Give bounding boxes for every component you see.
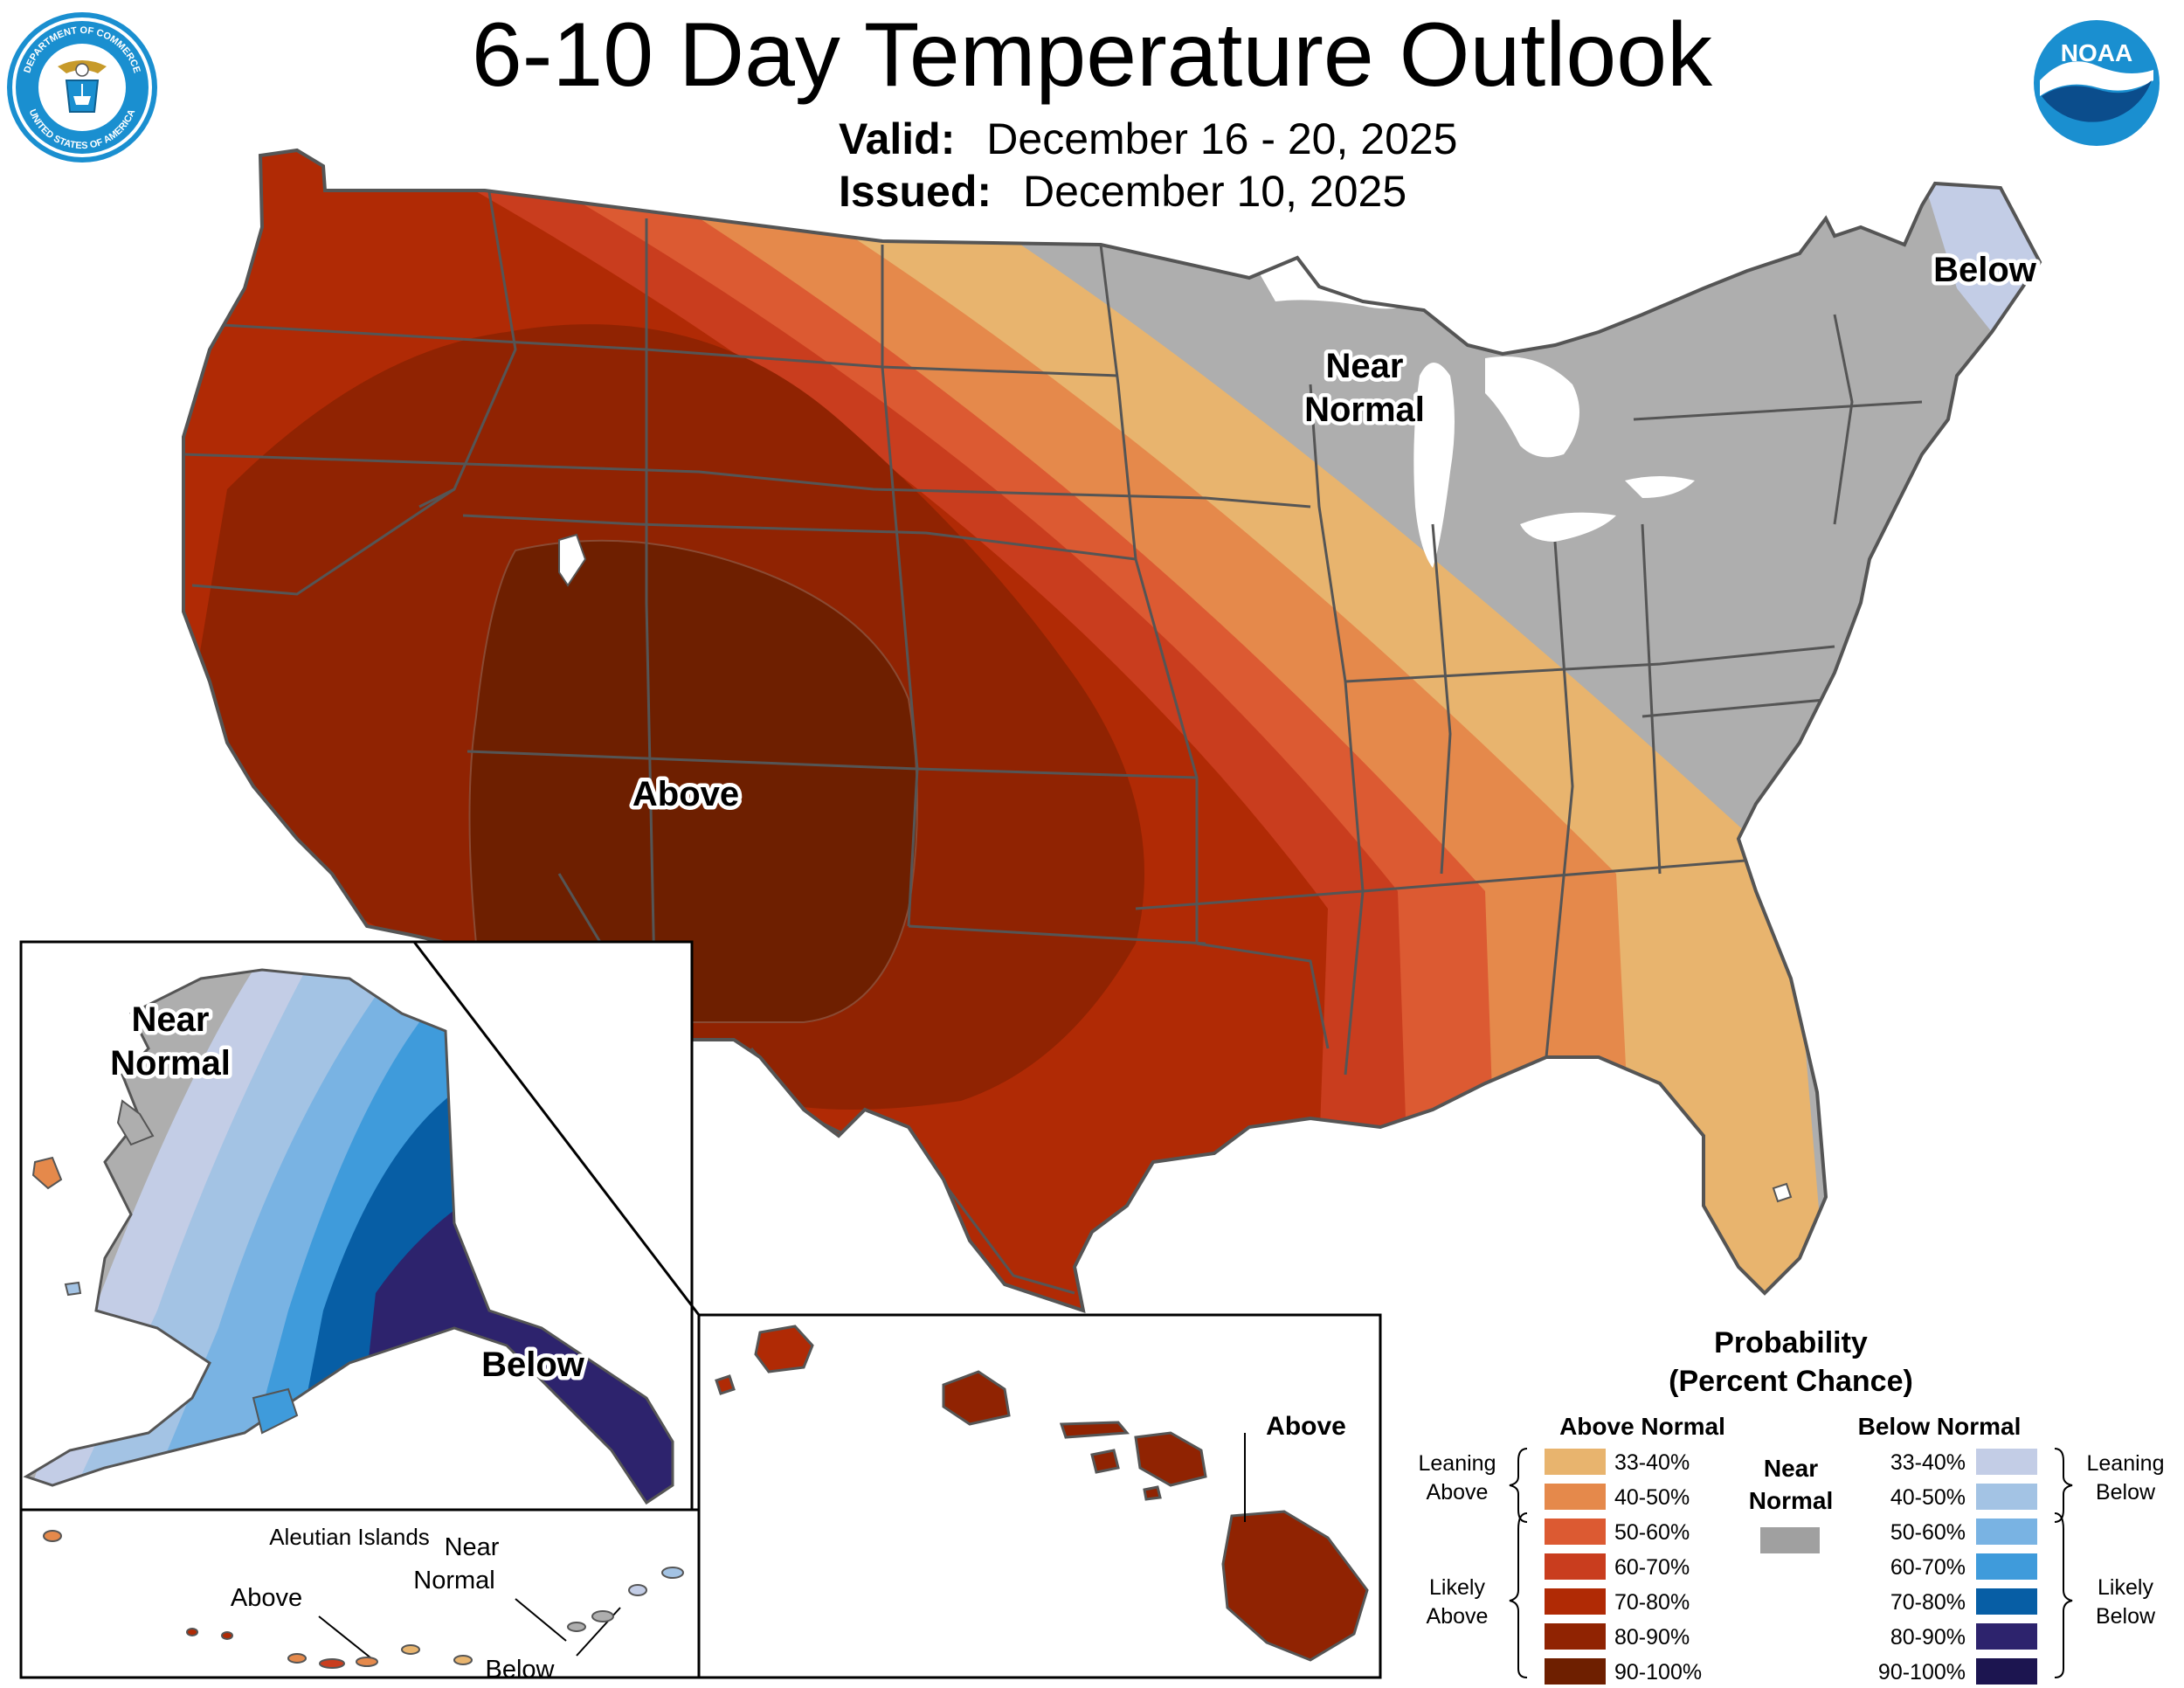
alaska-near-normal-line1: Near (132, 1000, 210, 1039)
above-swatch-6 (1545, 1658, 1606, 1685)
legend-above-swatches: 33-40% 40-50% 50-60% 60-70% 70-80% 80-90% 90-1… (1545, 1449, 1702, 1685)
above-swatch-0 (1545, 1449, 1606, 1475)
above-swatch-2 (1545, 1519, 1606, 1545)
valid-value: December 16 - 20, 2025 (986, 114, 1458, 163)
below-swatch-2 (1976, 1519, 2037, 1545)
below-range-label-4: 70-80% (1890, 1590, 1966, 1615)
aleutian-below-label: Below (486, 1656, 556, 1684)
big-island (1221, 1510, 1369, 1662)
conus-below-label: Below (1933, 251, 2037, 289)
alaska-inset: Near Normal Below (19, 940, 701, 1512)
conus-near-normal-label-line2: Normal (1304, 391, 1425, 429)
above-range-label-2: 50-60% (1614, 1520, 1690, 1545)
department-of-commerce-seal: DEPARTMENT OF COMMERCE UNITED STATES OF … (7, 12, 157, 163)
below-swatch-6 (1976, 1658, 2037, 1685)
below-range-label-1: 40-50% (1890, 1485, 1966, 1510)
hawaii-above-label: Above (1266, 1412, 1346, 1441)
legend-near-line2: Normal (1749, 1487, 1833, 1514)
conus-above-label: Above (632, 775, 739, 813)
legend: Probability (Percent Chance) Above Norma… (1419, 1326, 2165, 1685)
above-range-label-5: 80-90% (1614, 1625, 1690, 1650)
legend-near-line1: Near (1764, 1455, 1818, 1482)
below-swatch-0 (1976, 1449, 2037, 1475)
aleutian-inset: Aleutian Islands Near Normal Above Below (19, 1508, 701, 1684)
legend-below-swatches: 33-40% 40-50% 50-60% 60-70% 70-80% 80-90% 90-1… (1878, 1449, 2037, 1685)
aleutian-near-normal-line1: Near (445, 1533, 500, 1561)
above-swatch-1 (1545, 1484, 1606, 1510)
map-title: 6-10 Day Temperature Outlook (471, 4, 1713, 106)
maui-island (1134, 1431, 1207, 1487)
below-range-label-5: 80-90% (1890, 1625, 1966, 1650)
lake-huron (1485, 356, 1579, 458)
above-range-label-0: 33-40% (1614, 1450, 1690, 1475)
above-swatch-5 (1545, 1623, 1606, 1650)
valid-date-line: Valid: December 16 - 20, 2025 (839, 115, 1458, 163)
above-range-label-3: 60-70% (1614, 1555, 1690, 1580)
below-range-label-6: 90-100% (1878, 1660, 1966, 1685)
likely-above-line2: Above (1427, 1604, 1489, 1629)
noaa-text: NOAA (2061, 39, 2132, 66)
leaning-below-line2: Below (2096, 1480, 2156, 1505)
aleutian-near-normal-line2: Normal (413, 1567, 494, 1595)
legend-title-line2: (Percent Chance) (1669, 1365, 1913, 1398)
above-swatch-4 (1545, 1588, 1606, 1615)
issued-label: Issued: (839, 167, 992, 216)
leaning-above-line1: Leaning (1419, 1451, 1496, 1476)
below-swatch-5 (1976, 1623, 2037, 1650)
issued-date-line: Issued: December 10, 2025 (839, 168, 1406, 216)
hawaii-inset: Above (697, 1313, 1382, 1679)
lake-erie (1520, 512, 1616, 542)
issued-value: December 10, 2025 (1022, 167, 1407, 216)
niihau-island (715, 1374, 736, 1395)
great-salt-lake (558, 533, 587, 587)
below-range-label-0: 33-40% (1890, 1450, 1966, 1475)
lanai-island (1090, 1449, 1120, 1474)
legend-below-header: Below Normal (1858, 1413, 2022, 1440)
leaning-above-line2: Above (1427, 1480, 1489, 1505)
oahu-island (942, 1370, 1011, 1426)
legend-near-swatch (1760, 1527, 1820, 1553)
above-range-label-6: 90-100% (1614, 1660, 1702, 1685)
legend-above-header: Above Normal (1559, 1413, 1725, 1440)
conus-near-normal-label-line1: Near (1326, 347, 1404, 385)
below-swatch-3 (1976, 1553, 2037, 1580)
likely-below-line2: Below (2096, 1604, 2156, 1629)
noaa-logo: NOAA (2034, 20, 2160, 146)
lake-ontario (1625, 476, 1695, 498)
molokai-island (1059, 1421, 1130, 1439)
aleutian-islands-title: Aleutian Islands (269, 1524, 430, 1550)
above-range-label-1: 40-50% (1614, 1485, 1690, 1510)
below-range-label-3: 60-70% (1890, 1555, 1966, 1580)
below-swatch-4 (1976, 1588, 2037, 1615)
below-swatch-1 (1976, 1484, 2037, 1510)
lake-michigan (1413, 363, 1455, 568)
alaska-below-label: Below (481, 1346, 585, 1384)
legend-title-line1: Probability (1714, 1326, 1868, 1359)
leaning-below-line1: Leaning (2087, 1451, 2165, 1476)
kauai-island (754, 1325, 814, 1373)
alaska-near-normal-line2: Normal (110, 1044, 231, 1083)
above-range-label-4: 70-80% (1614, 1590, 1690, 1615)
seagull-icon (2040, 61, 2153, 96)
below-range-label-2: 50-60% (1890, 1520, 1966, 1545)
likely-below-line1: Likely (2098, 1575, 2153, 1600)
likely-above-line1: Likely (1429, 1575, 1485, 1600)
above-swatch-3 (1545, 1553, 1606, 1580)
aleutian-above-label: Above (231, 1584, 302, 1612)
valid-label: Valid: (839, 114, 956, 163)
kahoolawe-island (1143, 1485, 1162, 1501)
